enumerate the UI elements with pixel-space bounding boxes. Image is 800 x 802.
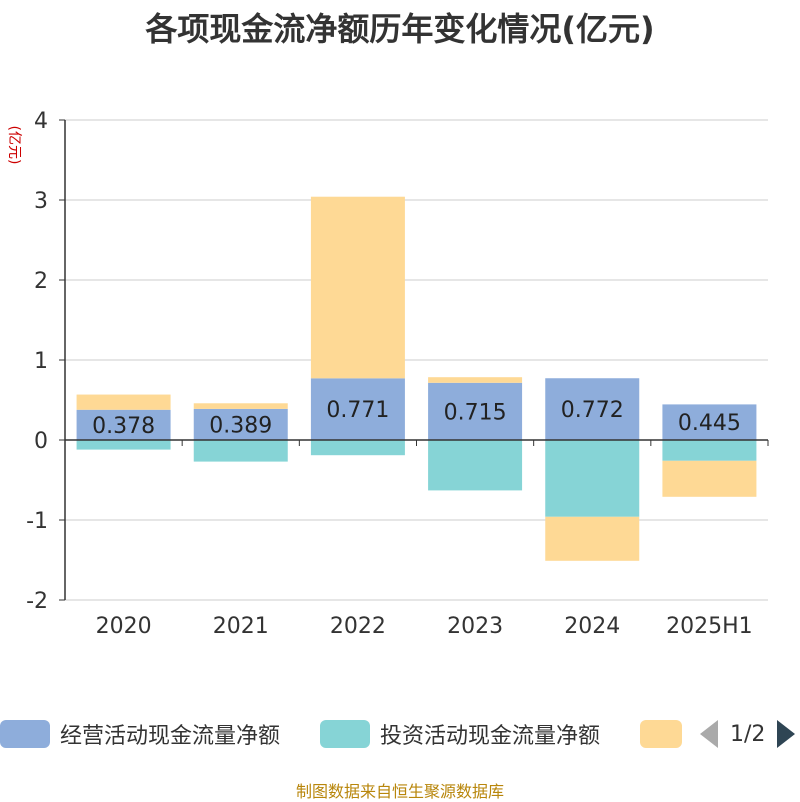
data-label: 0.445 — [678, 411, 741, 436]
bar-series-1-2021 — [193, 440, 288, 462]
x-tick-label: 2020 — [96, 614, 152, 639]
legend-prev-page-icon[interactable] — [700, 720, 718, 748]
bar-series-2-2023 — [428, 377, 523, 383]
data-label: 0.772 — [561, 398, 624, 423]
data-source-note: 制图数据来自恒生聚源数据库 — [295, 782, 504, 801]
bar-series-1-2025H1 — [662, 440, 757, 461]
y-tick-label: 4 — [34, 109, 48, 134]
data-label: 0.378 — [92, 414, 155, 439]
legend-item-operating[interactable]: 经营活动现金流量净额 — [0, 714, 280, 754]
y-tick-label: 1 — [34, 349, 48, 374]
bar-series-0-2023 — [428, 382, 523, 440]
legend-swatch-operating — [0, 720, 50, 748]
bar-series-2-2024 — [545, 516, 640, 561]
bar-series-1-2022 — [310, 440, 405, 456]
bar-series-0-2025H1 — [662, 404, 757, 440]
legend-label-operating: 经营活动现金流量净额 — [60, 724, 281, 749]
legend-page-indicator: 1/2 — [730, 721, 766, 747]
x-tick-label: 2023 — [447, 614, 503, 639]
bar-series-2-2021 — [193, 403, 288, 409]
y-tick-label: -1 — [26, 509, 48, 534]
bar-series-1-2020 — [76, 440, 171, 450]
data-label: 0.715 — [444, 400, 507, 425]
x-tick-label: 2025H1 — [666, 614, 753, 639]
bar-series-0-2024 — [545, 378, 640, 440]
legend-swatch-financing — [640, 720, 682, 748]
y-tick-label: 3 — [34, 189, 48, 214]
x-tick-label: 2024 — [564, 614, 620, 639]
bar-series-2-2022 — [310, 196, 405, 379]
y-tick-label: 2 — [34, 269, 48, 294]
data-label: 0.389 — [209, 413, 272, 438]
bar-series-2-2025H1 — [662, 460, 757, 497]
legend: 经营活动现金流量净额 投资活动现金流量净额 1/2 — [0, 714, 800, 754]
bar-series-0-2020 — [76, 409, 171, 440]
legend-swatch-investing — [320, 720, 370, 748]
y-axis-label: (亿元) — [6, 126, 22, 165]
y-tick-label: 0 — [34, 429, 48, 454]
x-tick-label: 2021 — [213, 614, 269, 639]
legend-item-investing[interactable]: 投资活动现金流量净额 — [320, 714, 600, 754]
data-label: 0.771 — [326, 398, 389, 423]
legend-next-page-icon[interactable] — [777, 720, 796, 748]
chart-title: 各项现金流净额历年变化情况(亿元) — [145, 10, 655, 48]
y-tick-label: -2 — [26, 589, 48, 614]
bar-series-0-2021 — [193, 408, 288, 440]
bar-series-2-2020 — [76, 394, 171, 410]
legend-label-investing: 投资活动现金流量净额 — [380, 724, 601, 749]
x-tick-label: 2022 — [330, 614, 386, 639]
bar-series-0-2022 — [310, 378, 405, 440]
legend-pager: 1/2 — [700, 714, 796, 754]
bar-series-1-2023 — [428, 440, 523, 491]
legend-item-financing[interactable] — [640, 714, 692, 754]
bar-series-1-2024 — [545, 440, 640, 517]
